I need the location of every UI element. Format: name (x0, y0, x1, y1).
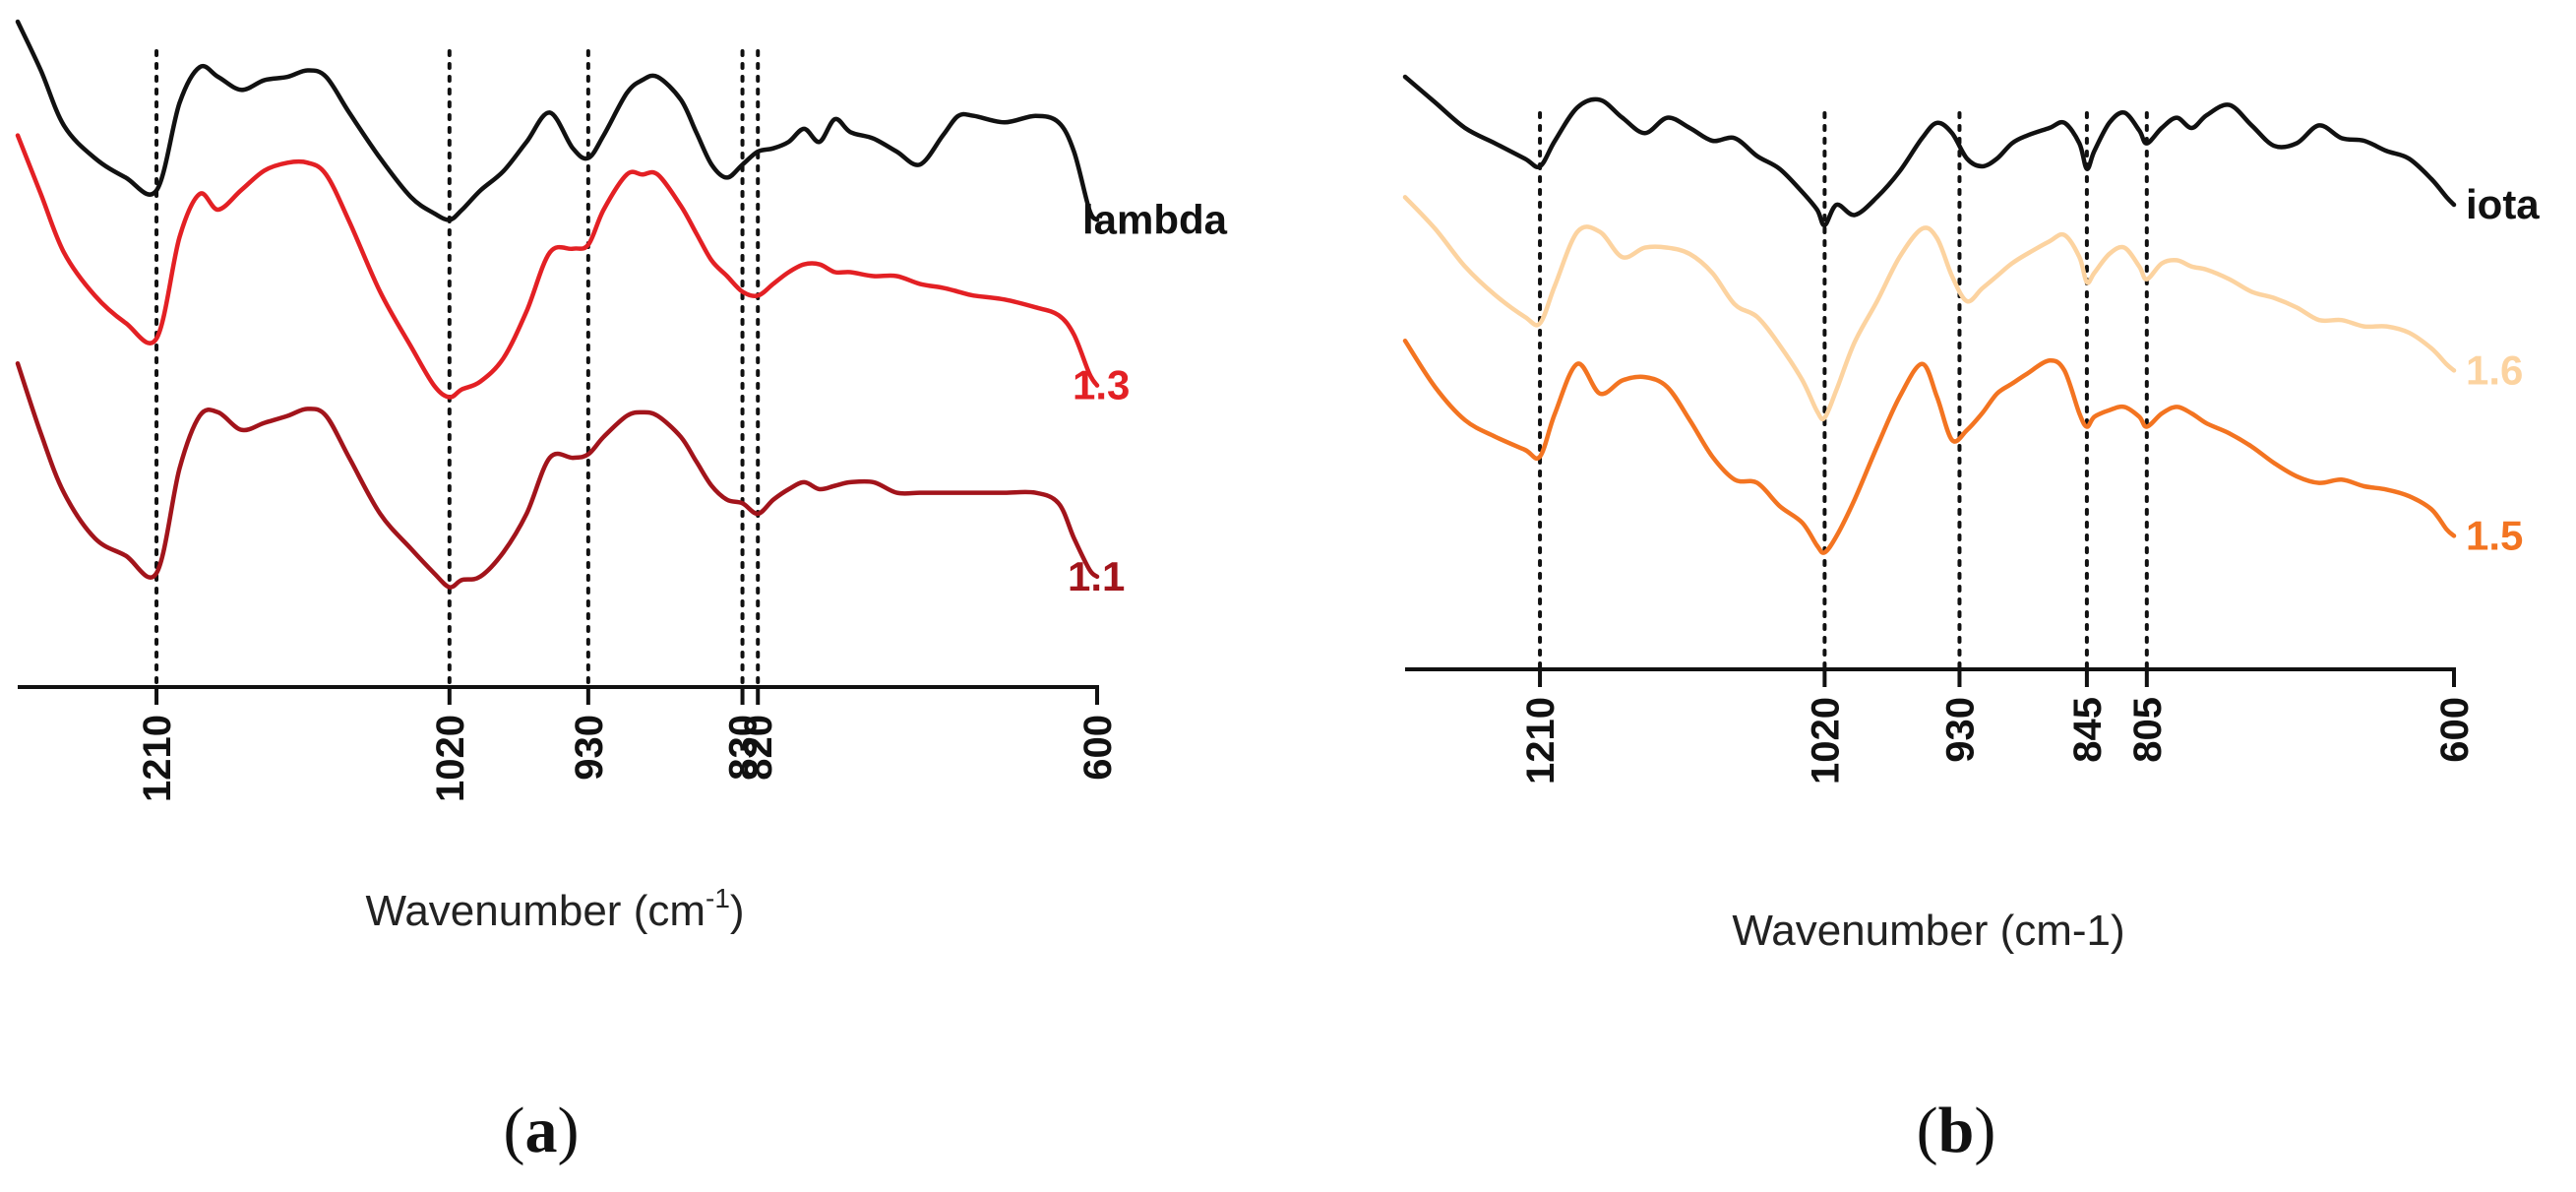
panel-a-series-line-1.3 (15, 133, 1100, 400)
panel-a-x-tick-label-830: 830 (722, 715, 766, 781)
panel-a-x-tick-label-930: 930 (568, 715, 611, 781)
panel-b-x-tick-label-1210: 1210 (1519, 697, 1563, 784)
panel-a-series-line-lambda (15, 19, 1100, 222)
panel-a-series-label-lambda: lambda (1082, 196, 1228, 242)
panel-b-series-line-1.5 (1402, 338, 2457, 555)
panel-b-series-label-1.5: 1.5 (2466, 512, 2523, 558)
panel-b-x-axis-title: Wavenumber (cm-1) (1732, 907, 2124, 955)
panel-a-x-tick-label-1020: 1020 (429, 715, 472, 802)
panel-b-series-label-iota: iota (2466, 181, 2540, 227)
panel-b-x-tick-label-600: 600 (2433, 697, 2477, 763)
panel-a-x-tick-label-1210: 1210 (136, 715, 179, 802)
panel-b-x-tick-label-845: 845 (2066, 697, 2110, 763)
panel-b-series-line-1.6 (1402, 195, 2457, 422)
panel-a-series-label-1.1: 1.1 (1068, 553, 1125, 599)
panel-b-x-tick-label-1020: 1020 (1804, 697, 1847, 784)
panel-a-x-tick-label-600: 600 (1076, 715, 1120, 781)
panel-b-x-tick-label-805: 805 (2126, 697, 2170, 763)
panel-a-label: (a) (504, 1095, 580, 1166)
panel-a-series-line-1.1 (15, 361, 1100, 590)
panel-b-chart: 1210 1020 930 845 805 600 iota 1.6 1.5 (1402, 74, 2540, 784)
panel-b-label: (b) (1917, 1095, 1996, 1166)
panel-a-x-axis-title: Wavenumber (cm-1) (365, 883, 744, 935)
panel-a-series-label-1.3: 1.3 (1073, 362, 1130, 408)
panel-a-x-tick-label-820: 820 (737, 715, 780, 781)
panel-b-x-tick-label-930: 930 (1939, 697, 1983, 763)
panel-b-series-label-1.6: 1.6 (2466, 346, 2523, 393)
panel-b-series-line-iota (1402, 74, 2457, 228)
